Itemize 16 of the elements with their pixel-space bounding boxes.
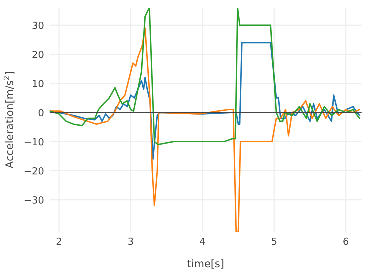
- y-tick-label: −30: [24, 196, 44, 204]
- line-series: [50, 28, 360, 232]
- y-tick-label: −10: [24, 138, 44, 146]
- x-tick-label: 3: [128, 238, 134, 246]
- x-tick-label: 5: [272, 238, 277, 246]
- y-tick-label: 0: [38, 109, 44, 117]
- y-axis-title: Acceleration[m/s$^{2}$]: [4, 72, 15, 169]
- x-tick-label: 6: [344, 238, 349, 246]
- y-tick-label: 10: [33, 80, 44, 88]
- y-tick-label: 20: [32, 51, 44, 58]
- x-axis-title: time[s]: [188, 260, 224, 269]
- y-tick-label: 30: [32, 22, 44, 30]
- x-tick-label: 2: [56, 238, 62, 246]
- line-series: [50, 8, 360, 146]
- x-tick-label: 4: [200, 238, 206, 246]
- y-tick-label: −20: [24, 167, 44, 175]
